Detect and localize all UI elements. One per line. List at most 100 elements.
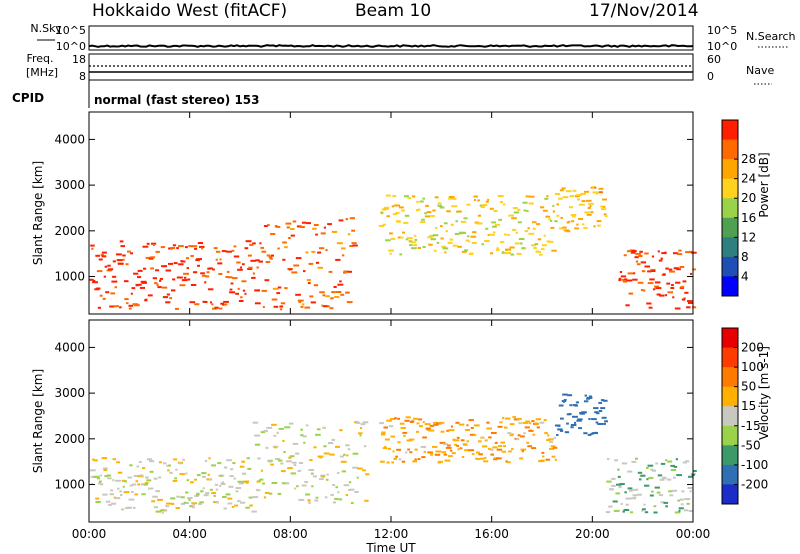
power-cell	[488, 233, 495, 236]
velocity-cell	[363, 445, 367, 448]
power-cell	[218, 273, 223, 275]
velocity-cell	[360, 427, 363, 430]
velocity-cell	[175, 507, 180, 509]
power-cell	[173, 262, 178, 265]
power-cell	[635, 252, 642, 255]
velocity-cell	[297, 469, 302, 472]
velocity-cell	[525, 420, 531, 423]
velocity-cell	[213, 494, 216, 497]
velocity-cell	[221, 481, 225, 484]
velocity-cell	[230, 468, 234, 471]
velocity-cell	[543, 419, 547, 422]
velocity-cell	[659, 478, 665, 481]
velocity-cell	[336, 471, 340, 474]
power-cell	[203, 301, 208, 303]
velocity-cell	[635, 457, 638, 460]
power-cell	[497, 195, 504, 197]
power-cell	[125, 263, 129, 266]
power-cell	[288, 268, 292, 271]
velocity-cell	[266, 426, 273, 429]
velocity-cell	[288, 422, 294, 425]
power-cell	[656, 293, 661, 296]
velocity-cell	[175, 468, 178, 471]
power-cell	[237, 287, 240, 290]
power-cell	[682, 280, 687, 283]
velocity-cell	[679, 498, 684, 501]
velocity-cell	[455, 421, 460, 424]
power-cell	[477, 199, 480, 202]
power-cell	[286, 226, 290, 229]
velocity-cell	[549, 447, 555, 450]
power-cell	[152, 244, 155, 246]
power-cell	[420, 221, 426, 224]
power-cell	[169, 297, 173, 300]
velocity-cell	[562, 400, 565, 403]
velocity-cell	[192, 506, 195, 509]
power-cell	[668, 268, 673, 271]
velocity-cell	[554, 458, 557, 461]
power-cell	[427, 236, 433, 239]
power-cell	[310, 301, 316, 304]
power-cell	[444, 251, 447, 254]
power-colorbar-tick-label: 24	[741, 172, 756, 186]
power-cell	[651, 270, 656, 272]
velocity-cell	[196, 493, 200, 496]
velocity-cell	[98, 482, 101, 485]
power-cell	[141, 281, 147, 284]
power-cell	[175, 307, 179, 310]
velocity-cell	[183, 501, 187, 504]
velocity-cell	[166, 464, 169, 467]
velocity-colorbar-tick-label: -50	[741, 438, 761, 452]
velocity-cell	[423, 450, 426, 453]
velocity-cell	[329, 453, 335, 456]
velocity-cell	[529, 429, 532, 432]
velocity-cell	[248, 496, 253, 499]
velocity-cell	[176, 495, 181, 498]
power-cell	[508, 214, 514, 217]
velocity-cell	[463, 443, 468, 446]
velocity-cell	[395, 455, 398, 458]
velocity-heatmap-cells	[89, 393, 697, 514]
power-cell	[433, 249, 437, 252]
power-cell	[498, 218, 502, 221]
velocity-cell	[324, 496, 328, 499]
velocity-cell	[598, 410, 603, 412]
velocity-cell	[121, 479, 126, 482]
velocity-cell	[313, 446, 317, 449]
power-cell	[186, 267, 189, 270]
noise-tick-top-right: 10^5	[707, 24, 737, 37]
power-cell	[463, 217, 468, 220]
velocity-cell	[251, 510, 257, 513]
power-colorbar: 4 8 12 16 20 24 28	[721, 119, 756, 297]
power-cell	[493, 210, 498, 212]
power-cell	[528, 232, 535, 235]
power-cell	[296, 225, 302, 228]
power-cell	[122, 254, 126, 257]
velocity-cell	[426, 428, 431, 431]
power-cell	[400, 236, 404, 239]
velocity-cell	[568, 413, 572, 416]
velocity-cell	[641, 508, 646, 511]
power-cell	[562, 196, 569, 199]
velocity-cell	[575, 401, 579, 404]
velocity-ytick-label: 4000	[54, 340, 85, 354]
power-cell	[515, 231, 519, 234]
velocity-cell	[629, 489, 633, 492]
power-cell	[282, 241, 287, 244]
power-cell	[502, 203, 506, 206]
velocity-cell	[600, 407, 606, 410]
power-cell	[644, 265, 650, 268]
power-cell	[652, 288, 656, 291]
velocity-cell	[458, 423, 465, 426]
power-cell	[147, 294, 153, 297]
velocity-cell	[362, 421, 369, 424]
velocity-cell	[438, 460, 443, 463]
power-cell	[156, 283, 159, 286]
velocity-cell	[656, 491, 661, 494]
velocity-cell	[153, 506, 158, 509]
power-colorbar-segment	[722, 276, 738, 297]
power-cell	[430, 215, 435, 217]
velocity-cell	[668, 490, 673, 493]
power-cell	[229, 288, 233, 291]
velocity-cell	[114, 497, 121, 500]
